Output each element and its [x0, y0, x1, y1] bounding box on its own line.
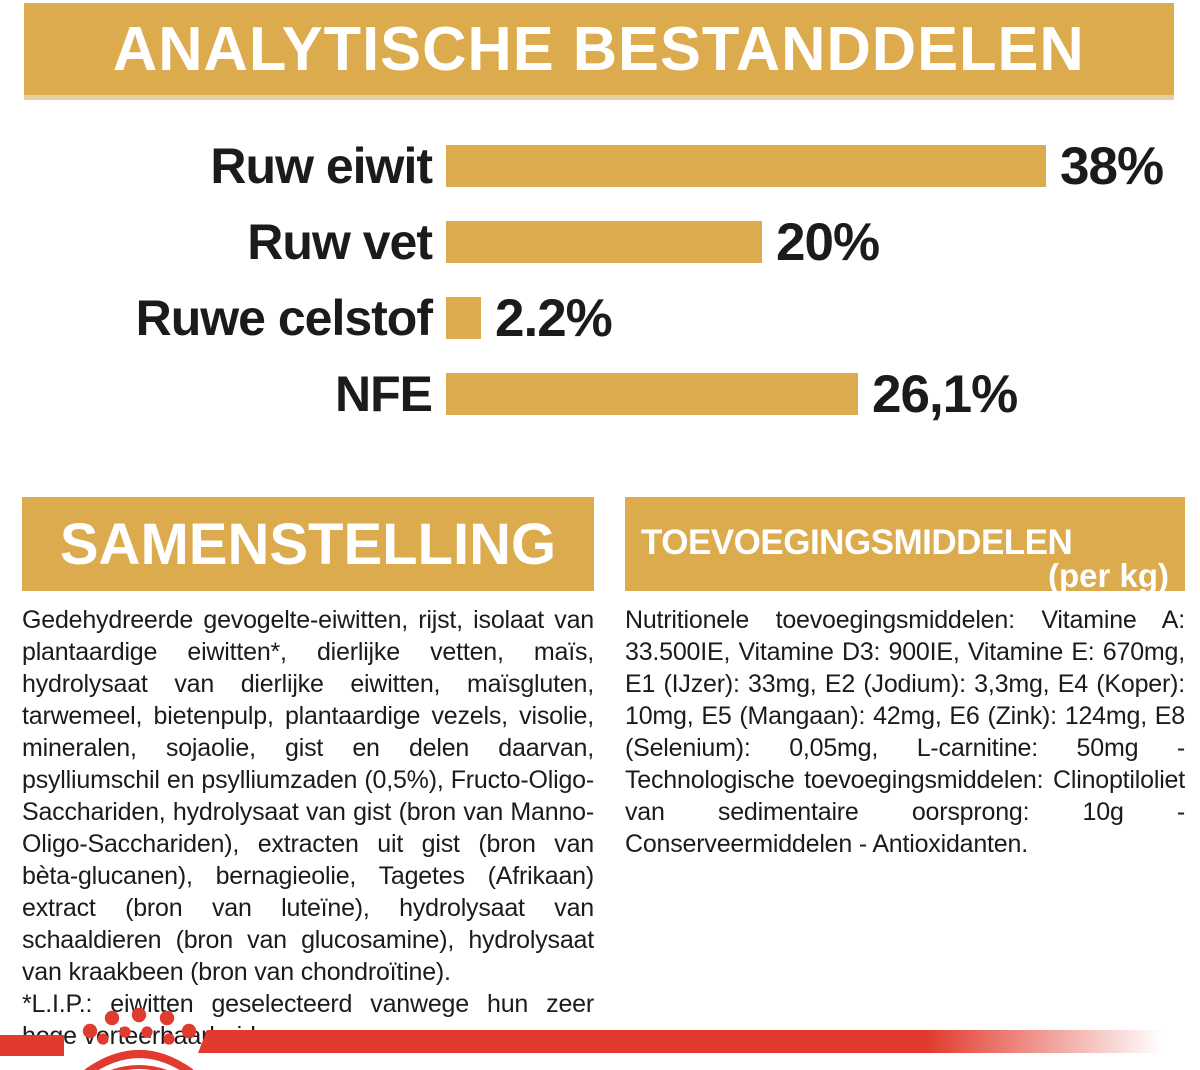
additives-text: Nutritionele toevoegingsmiddelen: Vitami… [625, 606, 1185, 858]
composition-banner: SAMENSTELLING [22, 497, 594, 591]
additives-section: TOEVOEGINGSMIDDELEN (per kg) Nutritionel… [625, 497, 1185, 860]
bar [446, 373, 858, 415]
chart-row: Ruw vet 20% [0, 204, 1200, 280]
composition-title: SAMENSTELLING [59, 511, 557, 577]
additives-banner: TOEVOEGINGSMIDDELEN (per kg) [625, 497, 1185, 594]
chart-row: Ruw eiwit 38% [0, 128, 1200, 204]
royal-canin-crown-logo-icon [82, 1007, 197, 1070]
bar-category-label: Ruw eiwit [210, 138, 433, 194]
bar-value-label: 26,1% [872, 364, 1018, 424]
bar [446, 221, 762, 263]
bar-value-label: 38% [1060, 136, 1164, 196]
additives-title: TOEVOEGINGSMIDDELEN [641, 523, 1073, 562]
bar [446, 145, 1046, 187]
nutrition-bar-chart: Ruw eiwit 38% Ruw vet 20% Ruwe celstof 2.2% NF… [0, 128, 1200, 432]
chart-row: NFE 26,1% [0, 356, 1200, 432]
composition-section: SAMENSTELLING Gedehydreerde gevogelte-ei… [22, 497, 594, 1052]
red-stripe-left [0, 1035, 64, 1056]
bar-category-label: Ruw vet [247, 214, 433, 270]
bar-category-label: NFE [335, 366, 433, 422]
analytical-components-title: ANALYTISCHE BESTANDDELEN [113, 14, 1085, 84]
bar-value-label: 20% [776, 212, 880, 272]
composition-text: Gedehydreerde gevogelte-eiwitten, rijst,… [22, 606, 594, 986]
analytical-components-banner: ANALYTISCHE BESTANDDELEN [24, 3, 1174, 100]
red-stripe-right [198, 1030, 1182, 1053]
chart-row: Ruwe celstof 2.2% [0, 280, 1200, 356]
bar-category-label: Ruwe celstof [135, 290, 433, 346]
bar-value-label: 2.2% [495, 288, 613, 348]
bar [446, 297, 481, 339]
additives-per-kg-label: (per kg) [1047, 557, 1169, 594]
